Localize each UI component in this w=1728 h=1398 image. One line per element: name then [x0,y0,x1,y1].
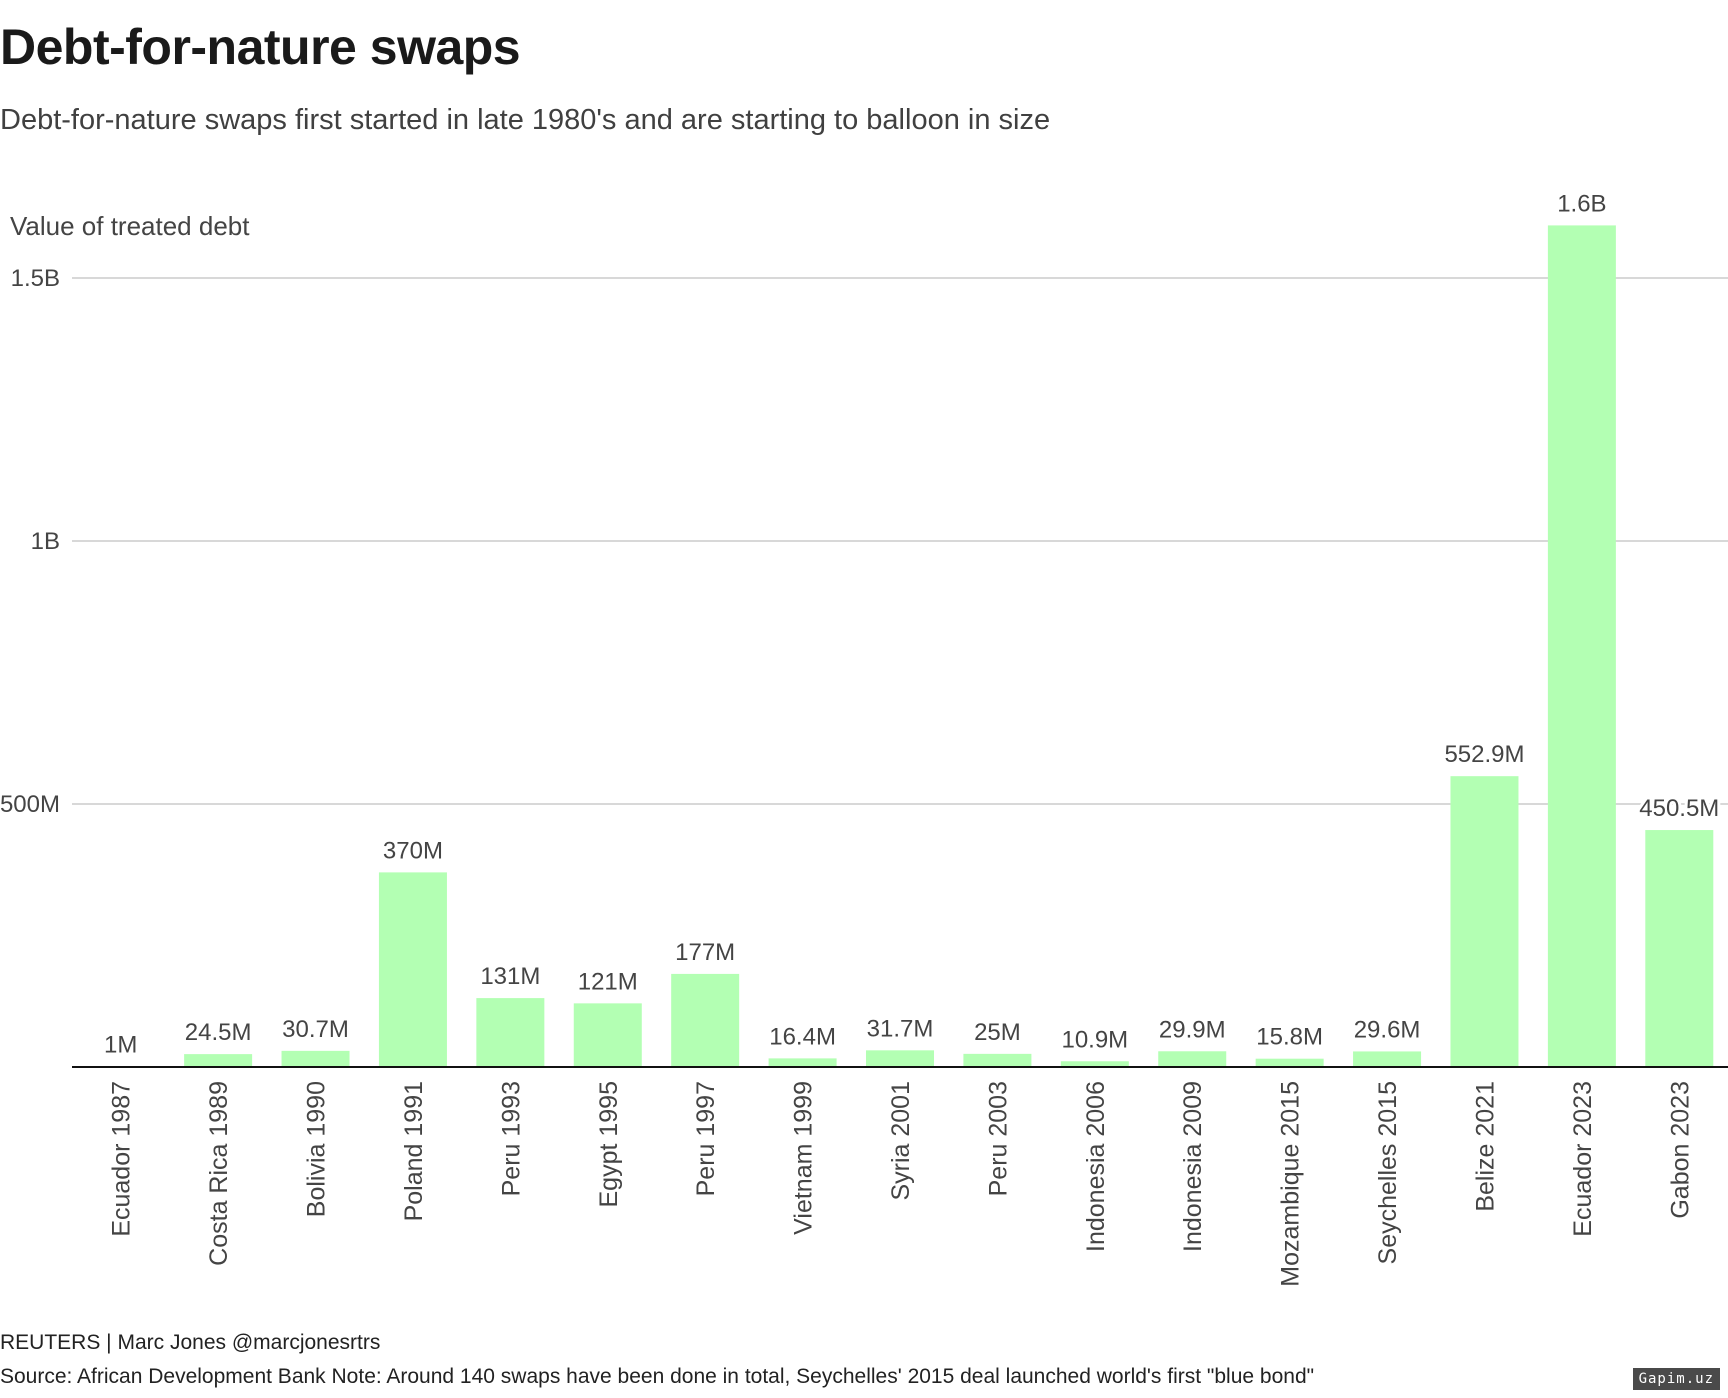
bar-value-label: 450.5M [1639,795,1719,822]
x-tick-label: Syria 2001 [887,1081,915,1201]
bar [1353,1051,1422,1067]
bar [963,1053,1032,1067]
bar-value-label: 552.9M [1444,741,1524,768]
x-tick-label: Ecuador 2023 [1569,1081,1597,1237]
watermark: Gapim.uz [1632,1368,1720,1390]
x-tick-label: Egypt 1995 [595,1081,623,1208]
x-tick-label: Ecuador 1987 [108,1081,136,1237]
bar-value-label: 1.6B [1557,190,1606,217]
x-tick-label: Seychelles 2015 [1374,1081,1402,1264]
footer-credit: REUTERS | Marc Jones @marcjonesrtrs [0,1331,381,1354]
bar [1547,225,1616,1067]
x-tick-label: Bolivia 1990 [303,1081,331,1217]
x-tick-label: Poland 1991 [400,1081,428,1221]
bar [184,1054,253,1067]
x-tick-label: Belize 2021 [1471,1081,1499,1212]
bar-value-label: 121M [578,968,638,995]
bar-value-label: 29.9M [1159,1016,1226,1043]
bar [378,872,447,1067]
y-tick-label: 500M [0,791,60,818]
bar [1645,830,1714,1067]
x-tick-label: Gabon 2023 [1666,1081,1694,1219]
x-tick-label: Peru 2003 [984,1081,1012,1196]
bar [1255,1058,1324,1067]
chart-title: Debt-for-nature swaps [0,19,521,75]
bar-chart: Value of treated debt 500M 1B 1.5B 1M Ecuador… [0,190,1728,1287]
x-tick-label: Vietnam 1999 [790,1081,818,1235]
bar [476,998,545,1067]
bar-value-label: 24.5M [185,1019,252,1046]
x-tick-label: Peru 1993 [497,1081,525,1196]
bar-value-label: 25M [974,1019,1021,1046]
bar-value-label: 1M [104,1031,137,1058]
y-tick-label: 1.5B [11,265,60,292]
bar-value-label: 370M [383,837,443,864]
bar [573,1003,642,1067]
bar-value-label: 177M [675,939,735,966]
bar [866,1050,934,1067]
y-tick-label: 1B [31,528,60,555]
x-tick-label: Indonesia 2009 [1179,1081,1207,1252]
bar [281,1050,350,1067]
bar [1450,776,1519,1067]
x-tick-label: Costa Rica 1989 [205,1081,233,1266]
bar-value-label: 15.8M [1256,1024,1323,1051]
y-axis-title: Value of treated debt [10,211,250,241]
chart-subtitle: Debt-for-nature swaps first started in l… [0,104,1051,136]
bar [1060,1061,1129,1067]
bar-value-label: 30.7M [282,1016,349,1043]
bar [671,973,740,1067]
bar-value-label: 31.7M [867,1015,934,1042]
x-tick-label: Indonesia 2006 [1082,1081,1110,1252]
bar [768,1058,837,1067]
bar-value-label: 16.4M [769,1023,836,1050]
x-tick-label: Peru 1997 [692,1081,720,1196]
bar-value-label: 29.6M [1354,1016,1421,1043]
footer-source: Source: African Development Bank Note: A… [0,1365,1315,1388]
bar-value-label: 10.9M [1061,1026,1128,1053]
bar [1158,1051,1227,1067]
bar-value-label: 131M [480,963,540,990]
x-tick-label: Mozambique 2015 [1277,1081,1305,1287]
